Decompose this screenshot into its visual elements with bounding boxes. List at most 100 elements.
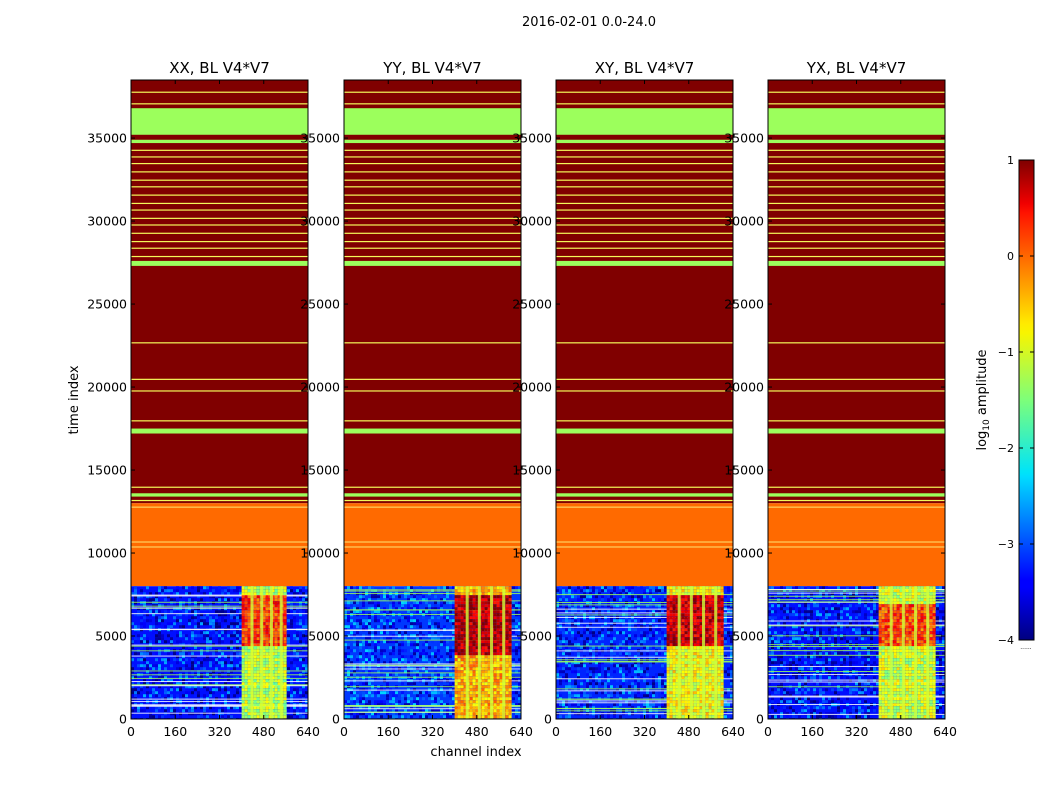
heatmap-noise-cell bbox=[389, 634, 392, 637]
heatmap-noise-cell bbox=[437, 622, 440, 625]
heatmap-rfi-cell bbox=[461, 667, 464, 670]
heatmap-flag-line bbox=[131, 487, 308, 488]
heatmap-noise-cell bbox=[350, 601, 353, 604]
heatmap-noise-cell bbox=[613, 589, 616, 592]
heatmap-noise-cell bbox=[146, 610, 149, 613]
heatmap-noise-cell bbox=[356, 700, 359, 703]
heatmap-noise-cell bbox=[227, 715, 230, 718]
heatmap-noise-cell bbox=[443, 640, 446, 643]
heatmap-rfi-cell bbox=[242, 586, 245, 589]
heatmap-rfi-cell bbox=[470, 667, 473, 670]
heatmap-rfi-cell bbox=[257, 655, 260, 658]
heatmap-rfi-cell bbox=[455, 646, 458, 649]
heatmap-noise-cell bbox=[215, 688, 218, 691]
heatmap-noise-cell bbox=[452, 646, 455, 649]
heatmap-rfi-cell bbox=[245, 646, 248, 649]
heatmap-rfi-cell bbox=[500, 607, 503, 610]
heatmap-noise-cell bbox=[239, 598, 242, 601]
heatmap-rfi-cell bbox=[506, 670, 509, 673]
heatmap-rfi-stripe bbox=[280, 586, 283, 719]
heatmap-noise-cell bbox=[559, 598, 562, 601]
heatmap-rfi-cell bbox=[470, 676, 473, 679]
heatmap-noise-cell bbox=[661, 586, 664, 589]
heatmap-rfi-cell bbox=[242, 679, 245, 682]
heatmap-noise-cell bbox=[362, 595, 365, 598]
heatmap-noise-cell bbox=[224, 688, 227, 691]
heatmap-rfi-cell bbox=[254, 640, 257, 643]
heatmap-noise-cell bbox=[583, 598, 586, 601]
heatmap-noise-cell bbox=[143, 625, 146, 628]
heatmap-rfi-cell bbox=[455, 706, 458, 709]
heatmap-rfi-cell bbox=[494, 622, 497, 625]
heatmap-noise-cell bbox=[431, 625, 434, 628]
heatmap-rfi-cell bbox=[497, 706, 500, 709]
heatmap-noise-cell bbox=[374, 625, 377, 628]
y-tick-label: 10000 bbox=[87, 546, 127, 561]
heatmap-rfi-cell bbox=[248, 616, 251, 619]
heatmap-noise-cell bbox=[221, 709, 224, 712]
heatmap-rfi-cell bbox=[455, 700, 458, 703]
heatmap-rfi-cell bbox=[455, 598, 458, 601]
heatmap-noise-cell bbox=[425, 691, 428, 694]
heatmap-rfi-cell bbox=[284, 649, 287, 652]
heatmap-rfi-cell bbox=[275, 709, 278, 712]
heatmap-noise-cell bbox=[197, 694, 200, 697]
heatmap-rfi-cell bbox=[275, 706, 278, 709]
heatmap-noise-cell bbox=[425, 658, 428, 661]
heatmap-rfi-cell bbox=[494, 637, 497, 640]
heatmap-noise-cell bbox=[287, 688, 290, 691]
heatmap-noise-cell bbox=[515, 691, 518, 694]
heatmap-rfi-cell bbox=[248, 706, 251, 709]
heatmap-rfi-cell bbox=[275, 688, 278, 691]
heatmap-noise-cell bbox=[290, 661, 293, 664]
heatmap-noise-cell bbox=[290, 619, 293, 622]
heatmap-noise-cell bbox=[634, 598, 637, 601]
heatmap-noise-cell bbox=[404, 631, 407, 634]
heatmap-rfi-cell bbox=[506, 607, 509, 610]
heatmap-noise-cell bbox=[371, 616, 374, 619]
heatmap-rfi-cell bbox=[248, 634, 251, 637]
heatmap-rfi-cell bbox=[455, 589, 458, 592]
heatmap-rfi-cell bbox=[497, 625, 500, 628]
heatmap-rfi-cell bbox=[242, 685, 245, 688]
heatmap-noise-cell bbox=[230, 616, 233, 619]
heatmap-noise-cell bbox=[293, 625, 296, 628]
heatmap-noise-cell bbox=[368, 658, 371, 661]
heatmap-rfi-cell bbox=[248, 595, 251, 598]
heatmap-noise-cell bbox=[140, 664, 143, 667]
heatmap-rfi-cell bbox=[500, 652, 503, 655]
heatmap-rfi-cell bbox=[266, 679, 269, 682]
heatmap-noise-cell bbox=[565, 598, 568, 601]
heatmap-noise-cell bbox=[215, 625, 218, 628]
heatmap-rfi-cell bbox=[494, 679, 497, 682]
heatmap-noise-cell bbox=[422, 655, 425, 658]
heatmap-rfi-cell bbox=[482, 613, 485, 616]
heatmap-rfi-cell bbox=[254, 682, 257, 685]
heatmap-rfi-cell bbox=[485, 610, 488, 613]
heatmap-noise-cell bbox=[389, 658, 392, 661]
heatmap-noise-cell bbox=[428, 631, 431, 634]
heatmap-rfi-cell bbox=[245, 643, 248, 646]
heatmap-rfi-cell bbox=[257, 694, 260, 697]
heatmap-rfi-cell bbox=[485, 709, 488, 712]
heatmap-rfi-cell bbox=[254, 697, 257, 700]
heatmap-noise-cell bbox=[512, 697, 515, 700]
heatmap-noise-cell bbox=[422, 658, 425, 661]
heatmap-rfi-cell bbox=[500, 616, 503, 619]
heatmap-rfi-cell bbox=[500, 670, 503, 673]
heatmap-noise-cell bbox=[395, 691, 398, 694]
heatmap-rfi-cell bbox=[254, 595, 257, 598]
heatmap-rfi-cell bbox=[266, 682, 269, 685]
heatmap-noise-cell bbox=[416, 691, 419, 694]
heatmap-noise-cell bbox=[302, 694, 305, 697]
heatmap-noise-cell bbox=[179, 709, 182, 712]
heatmap-rfi-cell bbox=[284, 670, 287, 673]
heatmap-rfi-cell bbox=[485, 667, 488, 670]
heatmap-rfi-cell bbox=[509, 637, 512, 640]
heatmap-noise-cell bbox=[568, 586, 571, 589]
heatmap-rfi-cell bbox=[473, 616, 476, 619]
heatmap-noise-cell bbox=[296, 712, 299, 715]
heatmap-noise-cell bbox=[362, 640, 365, 643]
heatmap-rfi-cell bbox=[257, 709, 260, 712]
heatmap-noise-cell bbox=[440, 682, 443, 685]
